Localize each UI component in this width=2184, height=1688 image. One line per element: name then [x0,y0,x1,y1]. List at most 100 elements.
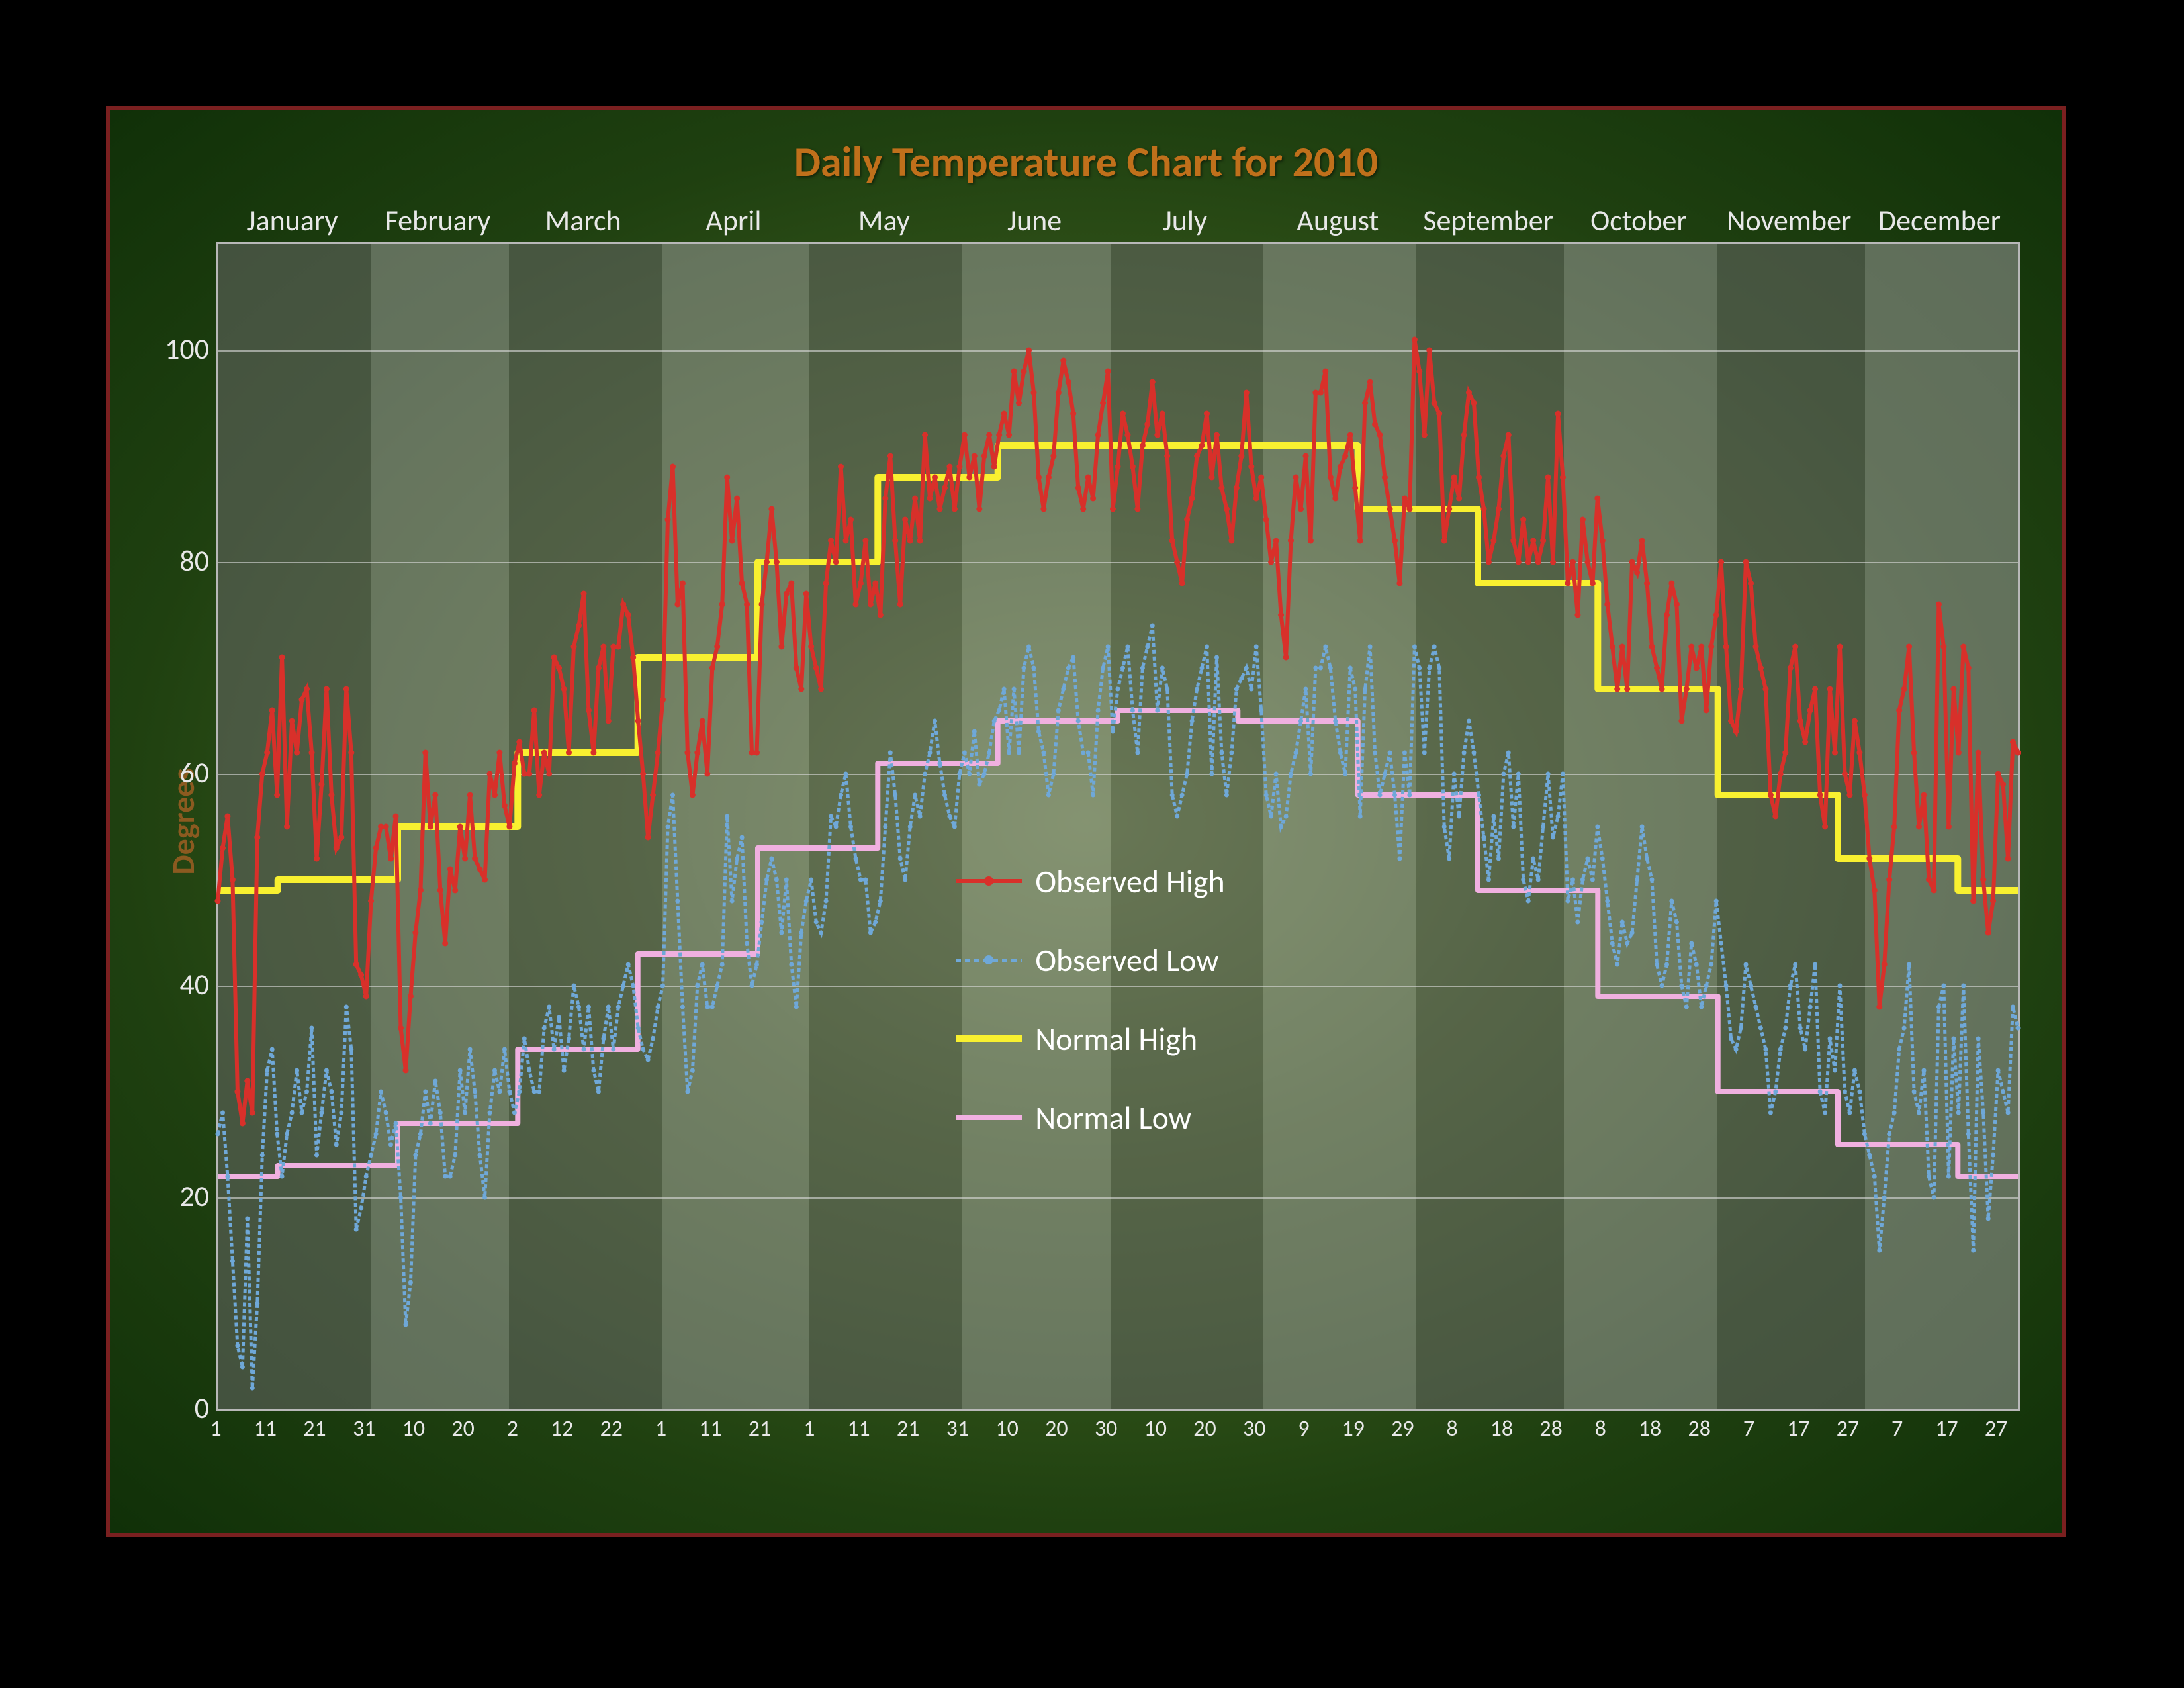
month-label: February [369,203,507,238]
observed-high-line-marker [1075,485,1081,491]
observed-low-line-marker [1932,1196,1936,1200]
observed-high-line-marker [1283,655,1289,661]
observed-low-line-marker [1655,962,1659,967]
observed-low-line-marker [468,1047,473,1052]
observed-low-line-marker [666,825,670,829]
observed-low-line-marker [443,1174,447,1179]
observed-high-line-marker [1906,644,1912,650]
observed-high-line-marker [1748,581,1754,586]
observed-high-line-marker [1807,708,1813,714]
legend-label: Normal High [1035,1019,1197,1058]
x-tick-label: 11 [253,1415,276,1442]
observed-high-line-marker [2000,782,2006,788]
observed-high-line-marker [1678,718,1684,724]
observed-low-line-marker [868,931,873,935]
observed-low-line-marker [1724,984,1729,988]
observed-low-line-marker [1116,687,1120,692]
observed-high-line-marker [408,994,414,1000]
observed-low-line-marker [1852,1068,1857,1073]
observed-low-line-marker [1650,878,1655,882]
observed-high-line-marker [1886,877,1892,883]
observed-high-line-marker [244,1078,250,1084]
observed-high-line-marker [1639,538,1645,544]
observed-high-line-marker [1516,559,1522,565]
observed-high-line-marker [956,464,962,470]
observed-low-line-marker [1778,1047,1783,1052]
observed-high-line-marker [976,506,982,512]
observed-high-line-marker [1797,718,1803,724]
observed-high-line-marker [1293,475,1299,481]
observed-low-line-marker [1803,1047,1807,1052]
observed-low-line-marker [1640,825,1645,829]
observed-high-line-marker [818,686,824,692]
observed-low-line-marker [1961,984,1966,988]
observed-high-line-marker [640,771,646,777]
observed-high-line-marker [709,665,715,671]
observed-low-line-marker [1768,1111,1773,1115]
observed-low-line-marker [695,984,700,988]
observed-high-line-marker [388,856,394,862]
observed-low-line-marker [1610,941,1615,946]
observed-low-line-marker [394,1121,398,1126]
observed-high-line-marker [1590,581,1596,586]
observed-high-line-marker [437,888,443,894]
observed-high-line-marker [1406,506,1412,512]
observed-high-line-marker [230,877,236,883]
observed-high-line-marker [1036,475,1042,481]
observed-high-line-marker [1110,506,1116,512]
observed-low-line-marker [1788,984,1793,988]
observed-high-line-marker [660,697,666,703]
observed-high-line-marker [1610,644,1615,650]
observed-high-line-marker [1788,665,1794,671]
observed-high-line-marker [1565,581,1571,586]
observed-high-line-marker [1357,538,1363,544]
observed-low-line-marker [1150,624,1155,628]
observed-low-line-marker [1249,687,1253,692]
observed-high-line-marker [343,686,349,692]
observed-high-line-marker [1258,475,1264,481]
observed-high-line-marker [393,814,399,820]
observed-high-line-marker [1328,475,1334,481]
observed-low-line-marker [497,1090,502,1094]
observed-high-line-marker [1970,898,1976,904]
observed-low-line-marker [1378,793,1383,798]
observed-low-line-marker [1976,1037,1981,1041]
observed-high-line-marker [1342,453,1348,459]
observed-high-line-marker [1060,358,1066,364]
observed-high-line-marker [729,538,735,544]
observed-high-line-marker [892,538,898,544]
observed-low-line-marker [1689,941,1694,946]
observed-high-line-marker [289,718,295,724]
observed-low-line-marker [1254,645,1259,649]
observed-high-line-marker [1718,559,1724,565]
observed-high-line-marker [452,888,458,894]
observed-low-line-marker [829,814,833,819]
observed-low-line-marker [591,1068,596,1073]
observed-high-line-marker [294,750,300,756]
observed-high-line-marker [694,750,700,756]
observed-low-line-marker [1012,687,1017,692]
observed-high-line-marker [338,835,344,841]
observed-low-line-marker [265,1068,269,1073]
observed-high-line-marker [655,750,661,756]
observed-high-line-marker [1856,750,1862,756]
observed-low-line-marker [408,1280,413,1285]
observed-low-line-marker [809,878,813,882]
observed-low-line-marker [2006,1111,2011,1115]
observed-low-line-marker [1323,645,1328,649]
observed-low-line-marker [1516,772,1521,776]
observed-high-line-marker [1263,517,1269,523]
observed-low-line-marker [913,793,917,798]
observed-low-line-marker [522,1037,527,1041]
observed-high-line-marker [848,517,854,523]
observed-low-line-marker [1551,835,1555,840]
observed-high-line-marker [823,581,829,586]
x-tick-label: 21 [749,1415,771,1442]
observed-high-line-marker [1308,538,1314,544]
observed-high-line-marker [1872,888,1878,894]
observed-low-line-marker [2011,1005,2015,1009]
observed-low-line-marker [656,1005,660,1009]
observed-high-line-marker [1604,602,1610,608]
observed-low-line-marker [1304,687,1308,692]
observed-high-line-marker [418,888,424,894]
